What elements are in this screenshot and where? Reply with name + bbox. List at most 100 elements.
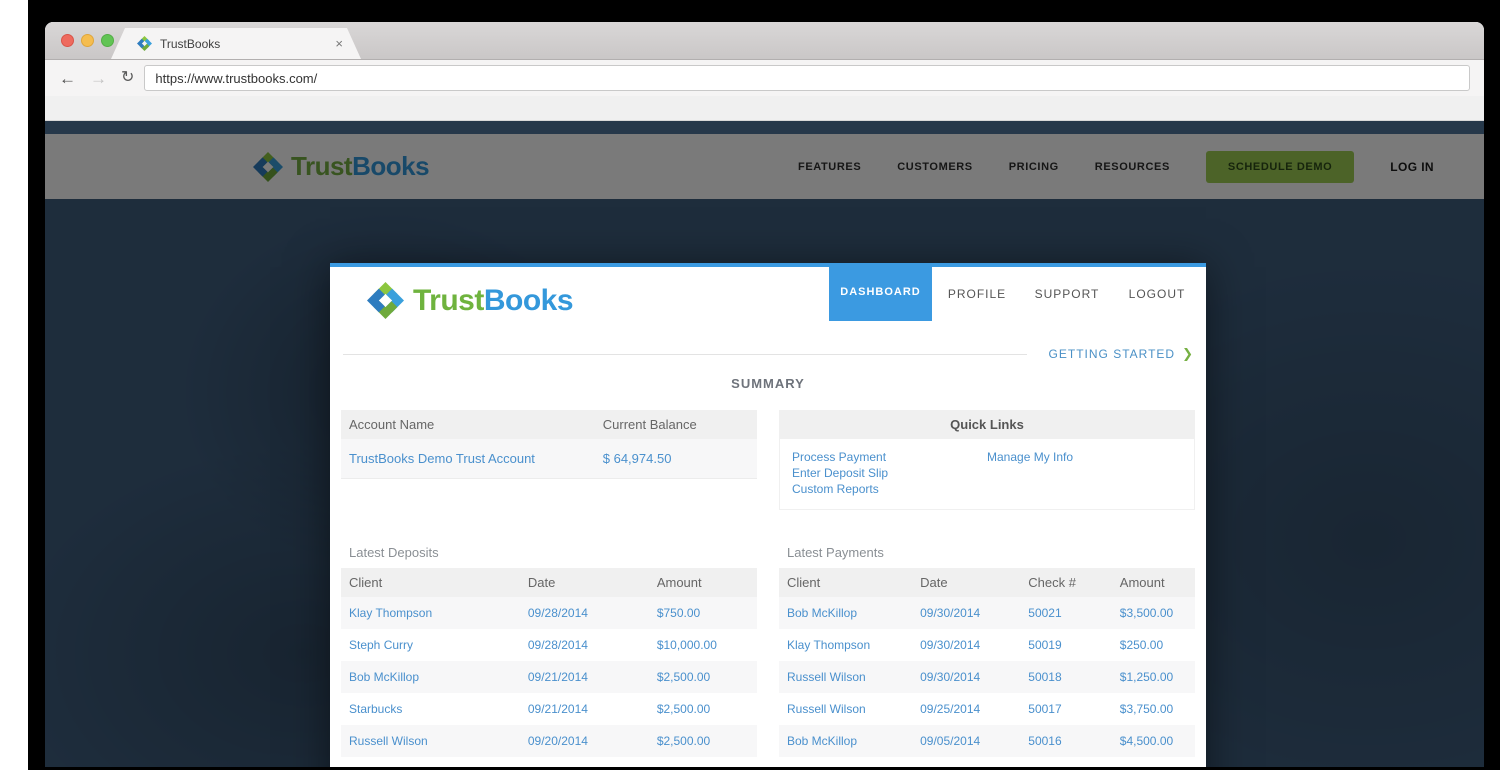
toolbar-lower-strip <box>45 96 1484 121</box>
table-row: Russell Wilson 09/25/2014 50017 $3,750.00 <box>779 693 1195 725</box>
table-row: Klay Thompson 09/30/2014 50019 $250.00 <box>779 629 1195 661</box>
chevron-right-icon: ❯ <box>1182 346 1193 361</box>
close-window-button[interactable] <box>61 34 74 47</box>
cell-link[interactable]: Russell Wilson <box>787 702 866 716</box>
table-cell: 09/30/2014 <box>912 661 1020 693</box>
browser-titlebar[interactable]: TrustBooks × <box>45 22 1484 60</box>
table-cell: 09/25/2014 <box>912 693 1020 725</box>
back-icon[interactable]: ← <box>59 68 76 88</box>
cell-link[interactable]: $ 64,974.50 <box>602 451 672 466</box>
table-cell: 09/21/2014 <box>520 693 649 725</box>
cell-link[interactable]: 09/30/2014 <box>920 606 981 620</box>
browser-tab[interactable]: TrustBooks × <box>111 28 361 59</box>
cell-link[interactable]: Steph Curry <box>349 638 414 652</box>
table-cell: Steph Curry <box>341 629 520 661</box>
column-header: Amount <box>1119 575 1165 590</box>
cell-link[interactable]: Russell Wilson <box>787 670 866 684</box>
table-cell: $1,250.00 <box>1112 661 1195 693</box>
tab-logout[interactable]: LOGOUT <box>1128 287 1186 301</box>
cell-link[interactable]: Starbucks <box>349 702 403 716</box>
table-cell: 50019 <box>1020 629 1112 661</box>
app-tab-bar: DASHBOARD PROFILE SUPPORT LOGOUT <box>829 263 1202 321</box>
cell-link[interactable]: 09/21/2014 <box>527 670 588 684</box>
cell-link[interactable]: 09/20/2014 <box>527 734 588 748</box>
table-cell: Klay Thompson <box>779 629 912 661</box>
deposits-body: Klay Thompson 09/28/2014 $750.00 Steph Curr… <box>341 597 757 757</box>
cell-link[interactable]: 50019 <box>1028 638 1062 652</box>
cell-link[interactable]: TrustBooks Demo Trust Account <box>349 451 535 466</box>
column-header: Account Name <box>349 417 435 432</box>
column-header: Date <box>527 575 556 590</box>
link[interactable]: Custom Reports <box>792 482 879 496</box>
tab-profile[interactable]: PROFILE <box>947 287 1007 301</box>
summary-title: SUMMARY <box>731 376 805 391</box>
cell-link[interactable]: Klay Thompson <box>349 606 433 620</box>
getting-started-link[interactable]: GETTING STARTED <box>1048 347 1176 361</box>
app-logo[interactable]: TrustBooks <box>367 282 574 319</box>
link[interactable]: Process Payment <box>792 450 887 464</box>
cell-link[interactable]: 09/30/2014 <box>920 670 981 684</box>
table-cell: $4,500.00 <box>1112 725 1195 757</box>
account-table: Account Name Current Balance TrustBooks D… <box>341 410 757 510</box>
trustbooks-favicon <box>137 36 152 51</box>
deposits-title: Latest Deposits <box>341 538 757 568</box>
tab-title: TrustBooks <box>160 36 221 51</box>
window-controls <box>61 34 114 47</box>
url-input[interactable]: https://www.trustbooks.com/ <box>144 65 1470 91</box>
table-cell: $3,500.00 <box>1112 597 1195 629</box>
website-background: TrustBooks FEATURES CUSTOMERS PRICING RE… <box>45 121 1484 767</box>
table-cell: Russell Wilson <box>779 661 912 693</box>
cell-link[interactable]: 50016 <box>1028 734 1062 748</box>
cell-link[interactable]: Klay Thompson <box>787 638 871 652</box>
trustbooks-logo-icon <box>367 282 404 319</box>
table-row: TrustBooks Demo Trust Account $ 64,974.50 <box>341 439 757 479</box>
cell-link[interactable]: $2,500.00 <box>656 734 711 748</box>
forward-icon[interactable]: → <box>90 68 107 88</box>
cell-link[interactable]: $1,250.00 <box>1119 670 1174 684</box>
cell-link[interactable]: $750.00 <box>656 606 701 620</box>
cell-link[interactable]: $10,000.00 <box>656 638 717 652</box>
tab-close-icon[interactable]: × <box>335 36 343 51</box>
payments-header: Client Date Check # Amount <box>779 568 1195 597</box>
minimize-window-button[interactable] <box>81 34 94 47</box>
cell-link[interactable]: $3,750.00 <box>1119 702 1174 716</box>
table-row: Bob McKillop 09/30/2014 50021 $3,500.00 <box>779 597 1195 629</box>
cell-link[interactable]: 50018 <box>1028 670 1062 684</box>
cell-link[interactable]: $3,500.00 <box>1119 606 1174 620</box>
cell-link[interactable]: 50017 <box>1028 702 1062 716</box>
link[interactable]: Enter Deposit Slip <box>792 466 889 480</box>
cell-link[interactable]: $250.00 <box>1119 638 1164 652</box>
cell-link[interactable]: Russell Wilson <box>349 734 428 748</box>
quick-links-right: Manage My Info <box>987 449 1182 497</box>
zoom-window-button[interactable] <box>101 34 114 47</box>
table-cell: Russell Wilson <box>779 693 912 725</box>
cell-link[interactable]: 09/28/2014 <box>527 606 588 620</box>
column-header: Amount <box>656 575 702 590</box>
table-row: Starbucks 09/21/2014 $2,500.00 <box>341 693 757 725</box>
cell-link[interactable]: 09/21/2014 <box>527 702 588 716</box>
cell-link[interactable]: 50021 <box>1028 606 1062 620</box>
divider <box>343 353 1027 355</box>
tab-dashboard[interactable]: DASHBOARD <box>829 263 932 321</box>
table-row: Bob McKillop 09/21/2014 $2,500.00 <box>341 661 757 693</box>
cell-link[interactable]: Bob McKillop <box>787 734 858 748</box>
cell-link[interactable]: 09/28/2014 <box>527 638 588 652</box>
table-cell: 09/30/2014 <box>912 629 1020 661</box>
table-cell: $2,500.00 <box>649 661 757 693</box>
latest-payments-table: Latest Payments Client Date Check # Amount … <box>779 538 1195 757</box>
getting-started-row: GETTING STARTED ❯ <box>343 346 1193 362</box>
cell-link[interactable]: 09/25/2014 <box>920 702 981 716</box>
cell-link[interactable]: $2,500.00 <box>656 702 711 716</box>
cell-link[interactable]: $4,500.00 <box>1119 734 1174 748</box>
table-cell: Klay Thompson <box>341 597 520 629</box>
reload-icon[interactable]: ↻ <box>121 69 135 86</box>
tab-support[interactable]: SUPPORT <box>1034 287 1100 301</box>
table-cell: TrustBooks Demo Trust Account <box>341 439 595 478</box>
cell-link[interactable]: Bob McKillop <box>349 670 420 684</box>
link[interactable]: Manage My Info <box>987 450 1074 464</box>
cell-link[interactable]: $2,500.00 <box>656 670 711 684</box>
cell-link[interactable]: 09/05/2014 <box>920 734 981 748</box>
cell-link[interactable]: Bob McKillop <box>787 606 858 620</box>
table-cell: $2,500.00 <box>649 693 757 725</box>
cell-link[interactable]: 09/30/2014 <box>920 638 981 652</box>
